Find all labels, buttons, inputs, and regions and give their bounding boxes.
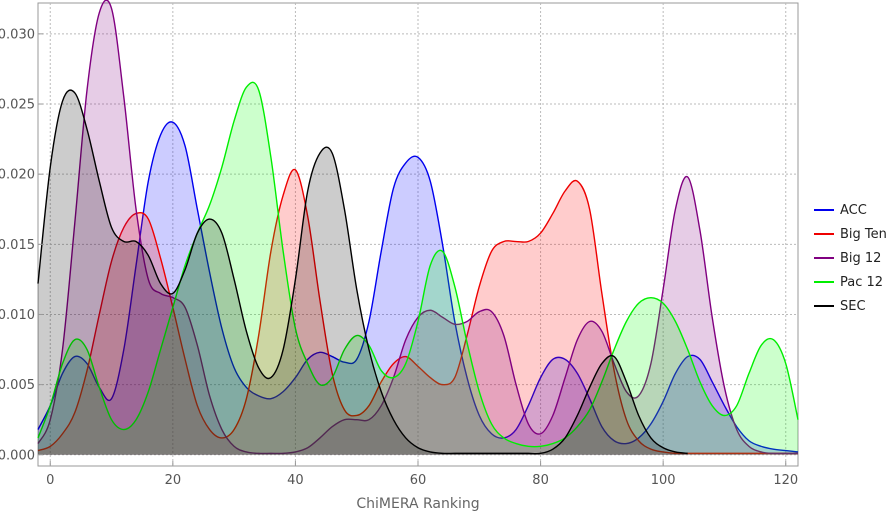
series-line-sec bbox=[37, 89, 688, 455]
legend-label: Pac 12 bbox=[840, 274, 884, 290]
series-area-big-12 bbox=[38, 0, 798, 455]
x-tick-label: 60 bbox=[410, 473, 427, 488]
series-area-pac-12 bbox=[38, 82, 798, 455]
y-tick-label: 0.025 bbox=[0, 98, 35, 113]
legend: ACC Big Ten Big 12 Pac 12 SEC bbox=[814, 198, 887, 318]
series-line-acc bbox=[37, 121, 799, 453]
legend-swatch bbox=[814, 233, 834, 235]
series-line-big-12 bbox=[37, 0, 798, 455]
y-tick-label: 0.020 bbox=[0, 168, 35, 183]
legend-swatch bbox=[814, 257, 834, 259]
y-tick-label: 0.015 bbox=[0, 238, 35, 253]
legend-swatch bbox=[814, 305, 834, 307]
x-tick-label: 100 bbox=[651, 473, 676, 488]
legend-item-big-12: Big 12 bbox=[814, 246, 887, 270]
legend-label: Big Ten bbox=[840, 226, 887, 242]
legend-label: ACC bbox=[840, 202, 867, 218]
legend-item-sec: SEC bbox=[814, 294, 887, 318]
y-tick-label: 0.005 bbox=[0, 378, 35, 393]
series-area-sec bbox=[38, 90, 688, 455]
x-axis-title: ChiMERA Ranking bbox=[356, 496, 479, 512]
series-line-pac-12 bbox=[37, 81, 799, 448]
legend-label: Big 12 bbox=[840, 250, 882, 266]
legend-item-big-ten: Big Ten bbox=[814, 222, 887, 246]
grid-lines bbox=[38, 3, 798, 466]
legend-item-pac-12: Pac 12 bbox=[814, 270, 887, 294]
series-area-big-ten bbox=[38, 169, 798, 455]
y-tick-label: 0.010 bbox=[0, 308, 35, 323]
x-tick-label: 40 bbox=[287, 473, 304, 488]
x-tick-label: 0 bbox=[46, 473, 54, 488]
legend-label: SEC bbox=[840, 298, 866, 314]
series-layer bbox=[37, 0, 799, 455]
legend-swatch bbox=[814, 209, 834, 211]
series-area-acc bbox=[38, 121, 798, 455]
y-tick-label: 0.000 bbox=[0, 448, 35, 463]
legend-item-acc: ACC bbox=[814, 198, 887, 222]
x-tick-label: 20 bbox=[165, 473, 182, 488]
legend-swatch bbox=[814, 281, 834, 283]
x-tick-label: 80 bbox=[532, 473, 549, 488]
axis-ticks: 0 20 40 60 80 100 120 0.000 0.005 0.010 0.015 0.020… bbox=[0, 27, 798, 488]
y-tick-label: 0.030 bbox=[0, 27, 35, 42]
series-line-big-ten bbox=[37, 168, 798, 455]
x-tick-label: 120 bbox=[773, 473, 798, 488]
